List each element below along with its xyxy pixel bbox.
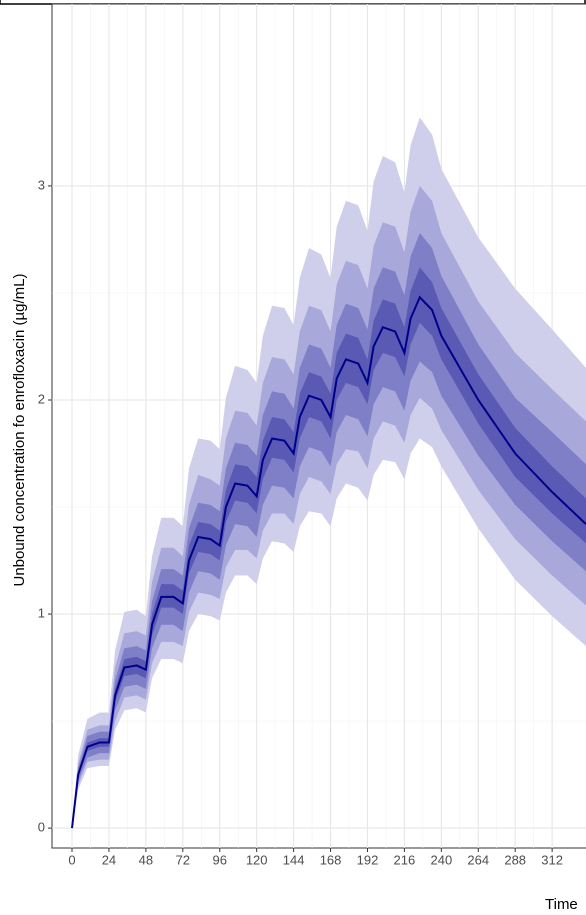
x-tick-label: 48	[139, 852, 153, 867]
x-tick-label: 24	[102, 852, 116, 867]
x-tick-label: 120	[246, 852, 268, 867]
top-box	[0, 0, 586, 5]
x-tick-label: 168	[320, 852, 342, 867]
x-tick-label: 96	[213, 852, 227, 867]
x-tick-label: 192	[357, 852, 379, 867]
x-tick-label: 0	[68, 852, 75, 867]
axes: 0 24 48 72 96 120 144 168 192 216 240 264 288 312 0 1 2 3	[38, 177, 563, 867]
y-tick-label: 1	[38, 605, 45, 620]
x-tick-label: 240	[430, 852, 452, 867]
x-tick-label: 216	[394, 852, 416, 867]
y-axis-title: Unbound concentration fo enrofloxacin (µ…	[11, 274, 28, 587]
y-tick-label: 0	[38, 820, 45, 835]
y-tick-label: 2	[38, 391, 45, 406]
plot-area	[71, 117, 586, 829]
x-tick-label: 264	[467, 852, 489, 867]
x-tick-label: 312	[541, 852, 563, 867]
y-tick-label: 3	[38, 177, 45, 192]
x-tick-label: 288	[504, 852, 526, 867]
x-axis-title: Time	[545, 896, 578, 913]
x-tick-label: 144	[283, 852, 305, 867]
x-tick-label: 72	[176, 852, 190, 867]
median-line	[71, 295, 586, 829]
